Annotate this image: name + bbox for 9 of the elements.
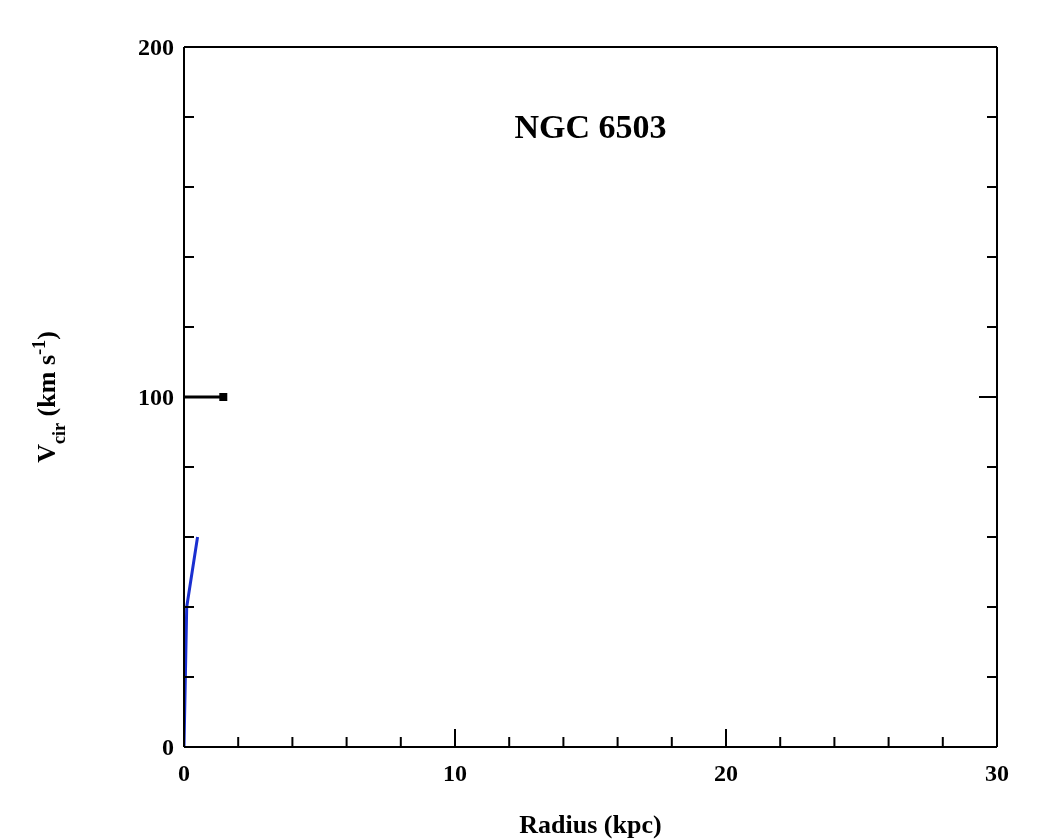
y-tick-label: 100 <box>138 384 174 410</box>
x-tick-label: 0 <box>178 760 190 786</box>
x-tick-label: 30 <box>985 760 1009 786</box>
text: NGC 6503 <box>513 108 668 146</box>
y-tick-label: 200 <box>138 34 174 60</box>
x-tick-label: 20 <box>714 760 738 786</box>
y-tick-label: 0 <box>162 734 174 760</box>
x-tick-label: 10 <box>443 760 467 786</box>
x-axis-title: Radius (kpc) <box>519 810 662 839</box>
